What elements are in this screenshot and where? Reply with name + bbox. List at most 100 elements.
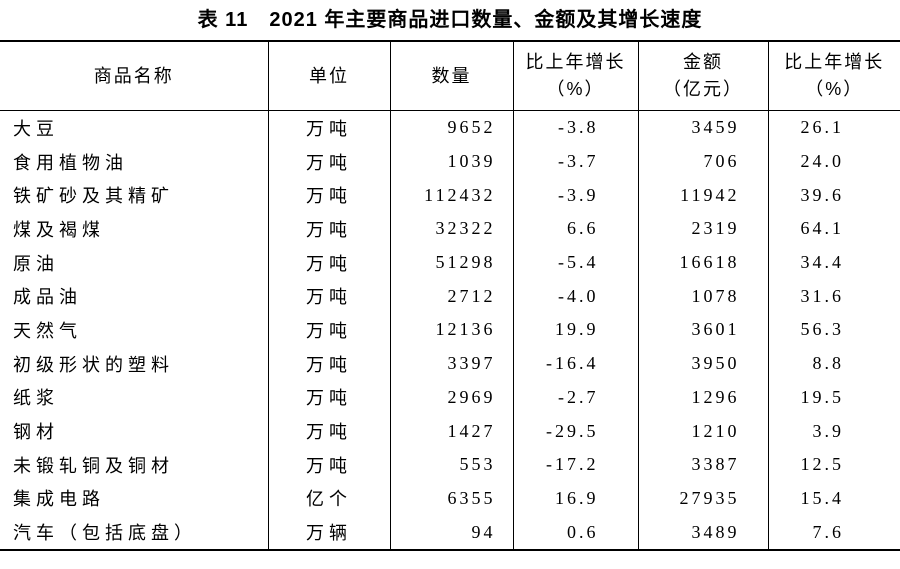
- cell-amount: 3950: [638, 346, 769, 381]
- cell-quantity: 12136: [390, 313, 514, 347]
- table-title: 表 11 2021 年主要商品进口数量、金额及其增长速度: [197, 9, 703, 31]
- cell-commodity-name: 初级形状的塑料: [0, 346, 269, 381]
- header-row: 商品名称 单位 数量 比上年增长 （%） 金额 （亿元）: [0, 41, 900, 111]
- cell-commodity-name: 大豆: [0, 110, 269, 145]
- cell-amount-growth: 39.6: [800, 184, 844, 205]
- cell-quantity-growth: 6.6: [513, 212, 639, 246]
- cell-amount-growth: 19.5: [800, 386, 844, 407]
- cell-quantity: 1427: [390, 414, 514, 448]
- header-label: 比上年增长: [784, 52, 885, 72]
- header-label: 金额: [683, 52, 723, 72]
- cell-unit: 万吨: [268, 414, 391, 448]
- cell-quantity: 94: [390, 515, 514, 550]
- cell-amount: 3601: [638, 313, 769, 347]
- cell-amount-growth: 56.3: [800, 319, 844, 340]
- cell-unit: 万吨: [268, 346, 391, 381]
- table-row: 铁矿砂及其精矿 万吨 112432 -3.9 11942 39.6: [0, 178, 900, 213]
- cell-quantity-growth: -16.4: [513, 346, 639, 381]
- cell-unit: 万吨: [268, 447, 391, 482]
- cell-amount: 3489: [638, 515, 769, 550]
- cell-unit: 万吨: [268, 110, 391, 145]
- table-row: 食用植物油 万吨 1039 -3.7 706 24.0: [0, 144, 900, 179]
- header-sublabel: （亿元）: [663, 79, 743, 99]
- cell-unit: 万辆: [268, 515, 391, 550]
- cell-commodity-name: 钢材: [0, 414, 269, 448]
- header-label: 单位: [309, 65, 349, 86]
- cell-quantity-growth: -29.5: [513, 414, 639, 448]
- cell-quantity-growth: 16.9: [513, 481, 639, 516]
- cell-amount: 1078: [638, 279, 769, 314]
- cell-amount: 1210: [638, 414, 769, 448]
- cell-quantity: 9652: [390, 110, 514, 145]
- header-commodity-name: 商品名称: [0, 41, 269, 111]
- cell-quantity: 32322: [390, 212, 514, 246]
- cell-quantity-growth: -2.7: [513, 380, 639, 415]
- cell-unit: 万吨: [268, 313, 391, 347]
- table-row: 钢材 万吨 1427 -29.5 1210 3.9: [0, 414, 900, 448]
- cell-quantity-growth: -17.2: [513, 447, 639, 482]
- cell-commodity-name: 煤及褐煤: [0, 212, 269, 246]
- cell-amount-growth: 7.6: [812, 521, 844, 542]
- cell-quantity-growth: 19.9: [513, 313, 639, 347]
- header-sublabel: （%）: [805, 79, 864, 99]
- cell-quantity: 2712: [390, 279, 514, 314]
- table-row: 成品油 万吨 2712 -4.0 1078 31.6: [0, 279, 900, 314]
- cell-unit: 万吨: [268, 144, 391, 179]
- cell-unit: 万吨: [268, 380, 391, 415]
- import-commodities-table: 商品名称 单位 数量 比上年增长 （%） 金额 （亿元）: [0, 40, 900, 551]
- cell-commodity-name: 汽车（包括底盘）: [0, 515, 269, 550]
- cell-quantity: 1039: [390, 144, 514, 179]
- cell-amount: 27935: [638, 481, 769, 516]
- table-row: 原油 万吨 51298 -5.4 16618 34.4: [0, 245, 900, 280]
- table-row: 集成电路 亿个 6355 16.9 27935 15.4: [0, 481, 900, 516]
- cell-quantity: 553: [390, 447, 514, 482]
- cell-unit: 万吨: [268, 212, 391, 246]
- cell-quantity: 6355: [390, 481, 514, 516]
- table-row: 天然气 万吨 12136 19.9 3601 56.3: [0, 313, 900, 347]
- cell-amount: 3459: [638, 110, 769, 145]
- cell-amount: 706: [638, 144, 769, 179]
- cell-commodity-name: 天然气: [0, 313, 269, 347]
- cell-amount-growth: 34.4: [800, 252, 844, 273]
- table-row: 煤及褐煤 万吨 32322 6.6 2319 64.1: [0, 212, 900, 246]
- header-unit: 单位: [268, 41, 391, 111]
- cell-amount: 3387: [638, 447, 769, 482]
- cell-commodity-name: 食用植物油: [0, 144, 269, 179]
- cell-amount-growth: 24.0: [800, 151, 844, 172]
- cell-amount-growth: 26.1: [800, 117, 844, 138]
- cell-amount-growth: 8.8: [812, 353, 844, 374]
- cell-amount: 16618: [638, 245, 769, 280]
- cell-amount: 1296: [638, 380, 769, 415]
- cell-commodity-name: 纸浆: [0, 380, 269, 415]
- cell-unit: 万吨: [268, 245, 391, 280]
- cell-unit: 万吨: [268, 279, 391, 314]
- cell-quantity-growth: -4.0: [513, 279, 639, 314]
- header-label: 比上年增长: [525, 52, 626, 72]
- cell-commodity-name: 未锻轧铜及铜材: [0, 447, 269, 482]
- cell-commodity-name: 铁矿砂及其精矿: [0, 178, 269, 213]
- cell-quantity-growth: -3.8: [513, 110, 639, 145]
- cell-commodity-name: 集成电路: [0, 481, 269, 516]
- cell-quantity: 3397: [390, 346, 514, 381]
- cell-amount-growth: 31.6: [800, 285, 844, 306]
- header-amount-growth: 比上年增长 （%）: [768, 41, 900, 111]
- table-row: 纸浆 万吨 2969 -2.7 1296 19.5: [0, 380, 900, 415]
- header-quantity-growth: 比上年增长 （%）: [513, 41, 639, 111]
- table-row: 大豆 万吨 9652 -3.8 3459 26.1: [0, 110, 900, 145]
- cell-quantity-growth: -3.9: [513, 178, 639, 213]
- header-quantity: 数量: [390, 41, 514, 111]
- cell-unit: 万吨: [268, 178, 391, 213]
- cell-amount-growth: 64.1: [800, 218, 844, 239]
- cell-quantity-growth: -3.7: [513, 144, 639, 179]
- cell-quantity: 112432: [390, 178, 514, 213]
- header-amount: 金额 （亿元）: [638, 41, 769, 111]
- cell-unit: 亿个: [268, 481, 391, 516]
- cell-amount: 11942: [638, 178, 769, 213]
- header-sublabel: （%）: [546, 79, 605, 99]
- cell-commodity-name: 原油: [0, 245, 269, 280]
- cell-quantity-growth: 0.6: [513, 515, 639, 550]
- cell-commodity-name: 成品油: [0, 279, 269, 314]
- cell-amount-growth: 12.5: [800, 454, 844, 475]
- cell-amount-growth: 15.4: [800, 487, 844, 508]
